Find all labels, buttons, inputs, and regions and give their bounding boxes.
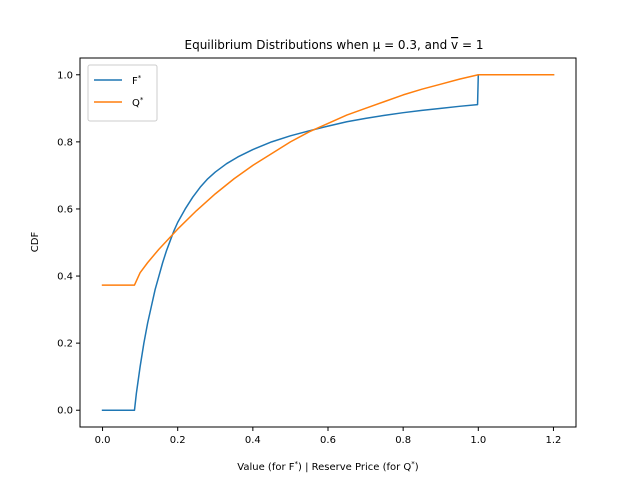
title-v-symbol: v xyxy=(451,38,458,52)
x-tick-label: 0.8 xyxy=(395,435,411,446)
xlabel-b-sup: * xyxy=(411,460,415,468)
x-tick-label: 0.2 xyxy=(170,435,186,446)
title-v-value: = 1 xyxy=(458,38,483,52)
xlabel-a: Value (for F xyxy=(237,462,294,473)
legend-box xyxy=(87,64,158,122)
y-tick-label: 0.8 xyxy=(57,137,73,148)
y-tick-label: 0.4 xyxy=(57,272,73,283)
xlabel-a-sup: * xyxy=(295,460,299,468)
plot-area xyxy=(101,74,555,411)
xlabel-b: ) | Reserve Price (for Q xyxy=(298,462,411,473)
title-mu-symbol: μ xyxy=(373,38,381,52)
series-line-f xyxy=(101,74,555,411)
y-axis-label: CDF xyxy=(30,232,41,253)
series-layer xyxy=(101,74,555,411)
xlabel-c: ) xyxy=(415,462,419,473)
y-tick-label: 0.2 xyxy=(57,339,73,350)
x-axis: 0.0 0.2 0.4 0.6 0.8 1.0 1.2 xyxy=(95,427,562,446)
legend: F* Q* xyxy=(87,64,158,122)
x-tick-label: 0.4 xyxy=(245,435,261,446)
title-mu-value: = 0.3, and xyxy=(380,38,451,52)
x-tick-label: 0.0 xyxy=(95,435,111,446)
x-axis-label: Value (for F*) | Reserve Price (for Q*) xyxy=(237,460,419,473)
chart-title: Equilibrium Distributions when μ = 0.3, … xyxy=(185,38,484,52)
x-tick-label: 1.0 xyxy=(470,435,486,446)
legend-label-f: F* xyxy=(132,74,142,87)
x-tick-label: 1.2 xyxy=(546,435,562,446)
title-text-a: Equilibrium Distributions when xyxy=(185,38,373,52)
legend-label-q: Q* xyxy=(132,96,144,109)
y-tick-label: 0.0 xyxy=(57,406,73,417)
y-axis: 0.0 0.2 0.4 0.6 0.8 1.0 xyxy=(57,70,80,417)
series-line-q xyxy=(101,74,555,286)
y-tick-label: 1.0 xyxy=(57,70,73,81)
y-tick-label: 0.6 xyxy=(57,204,73,215)
x-tick-label: 0.6 xyxy=(320,435,336,446)
